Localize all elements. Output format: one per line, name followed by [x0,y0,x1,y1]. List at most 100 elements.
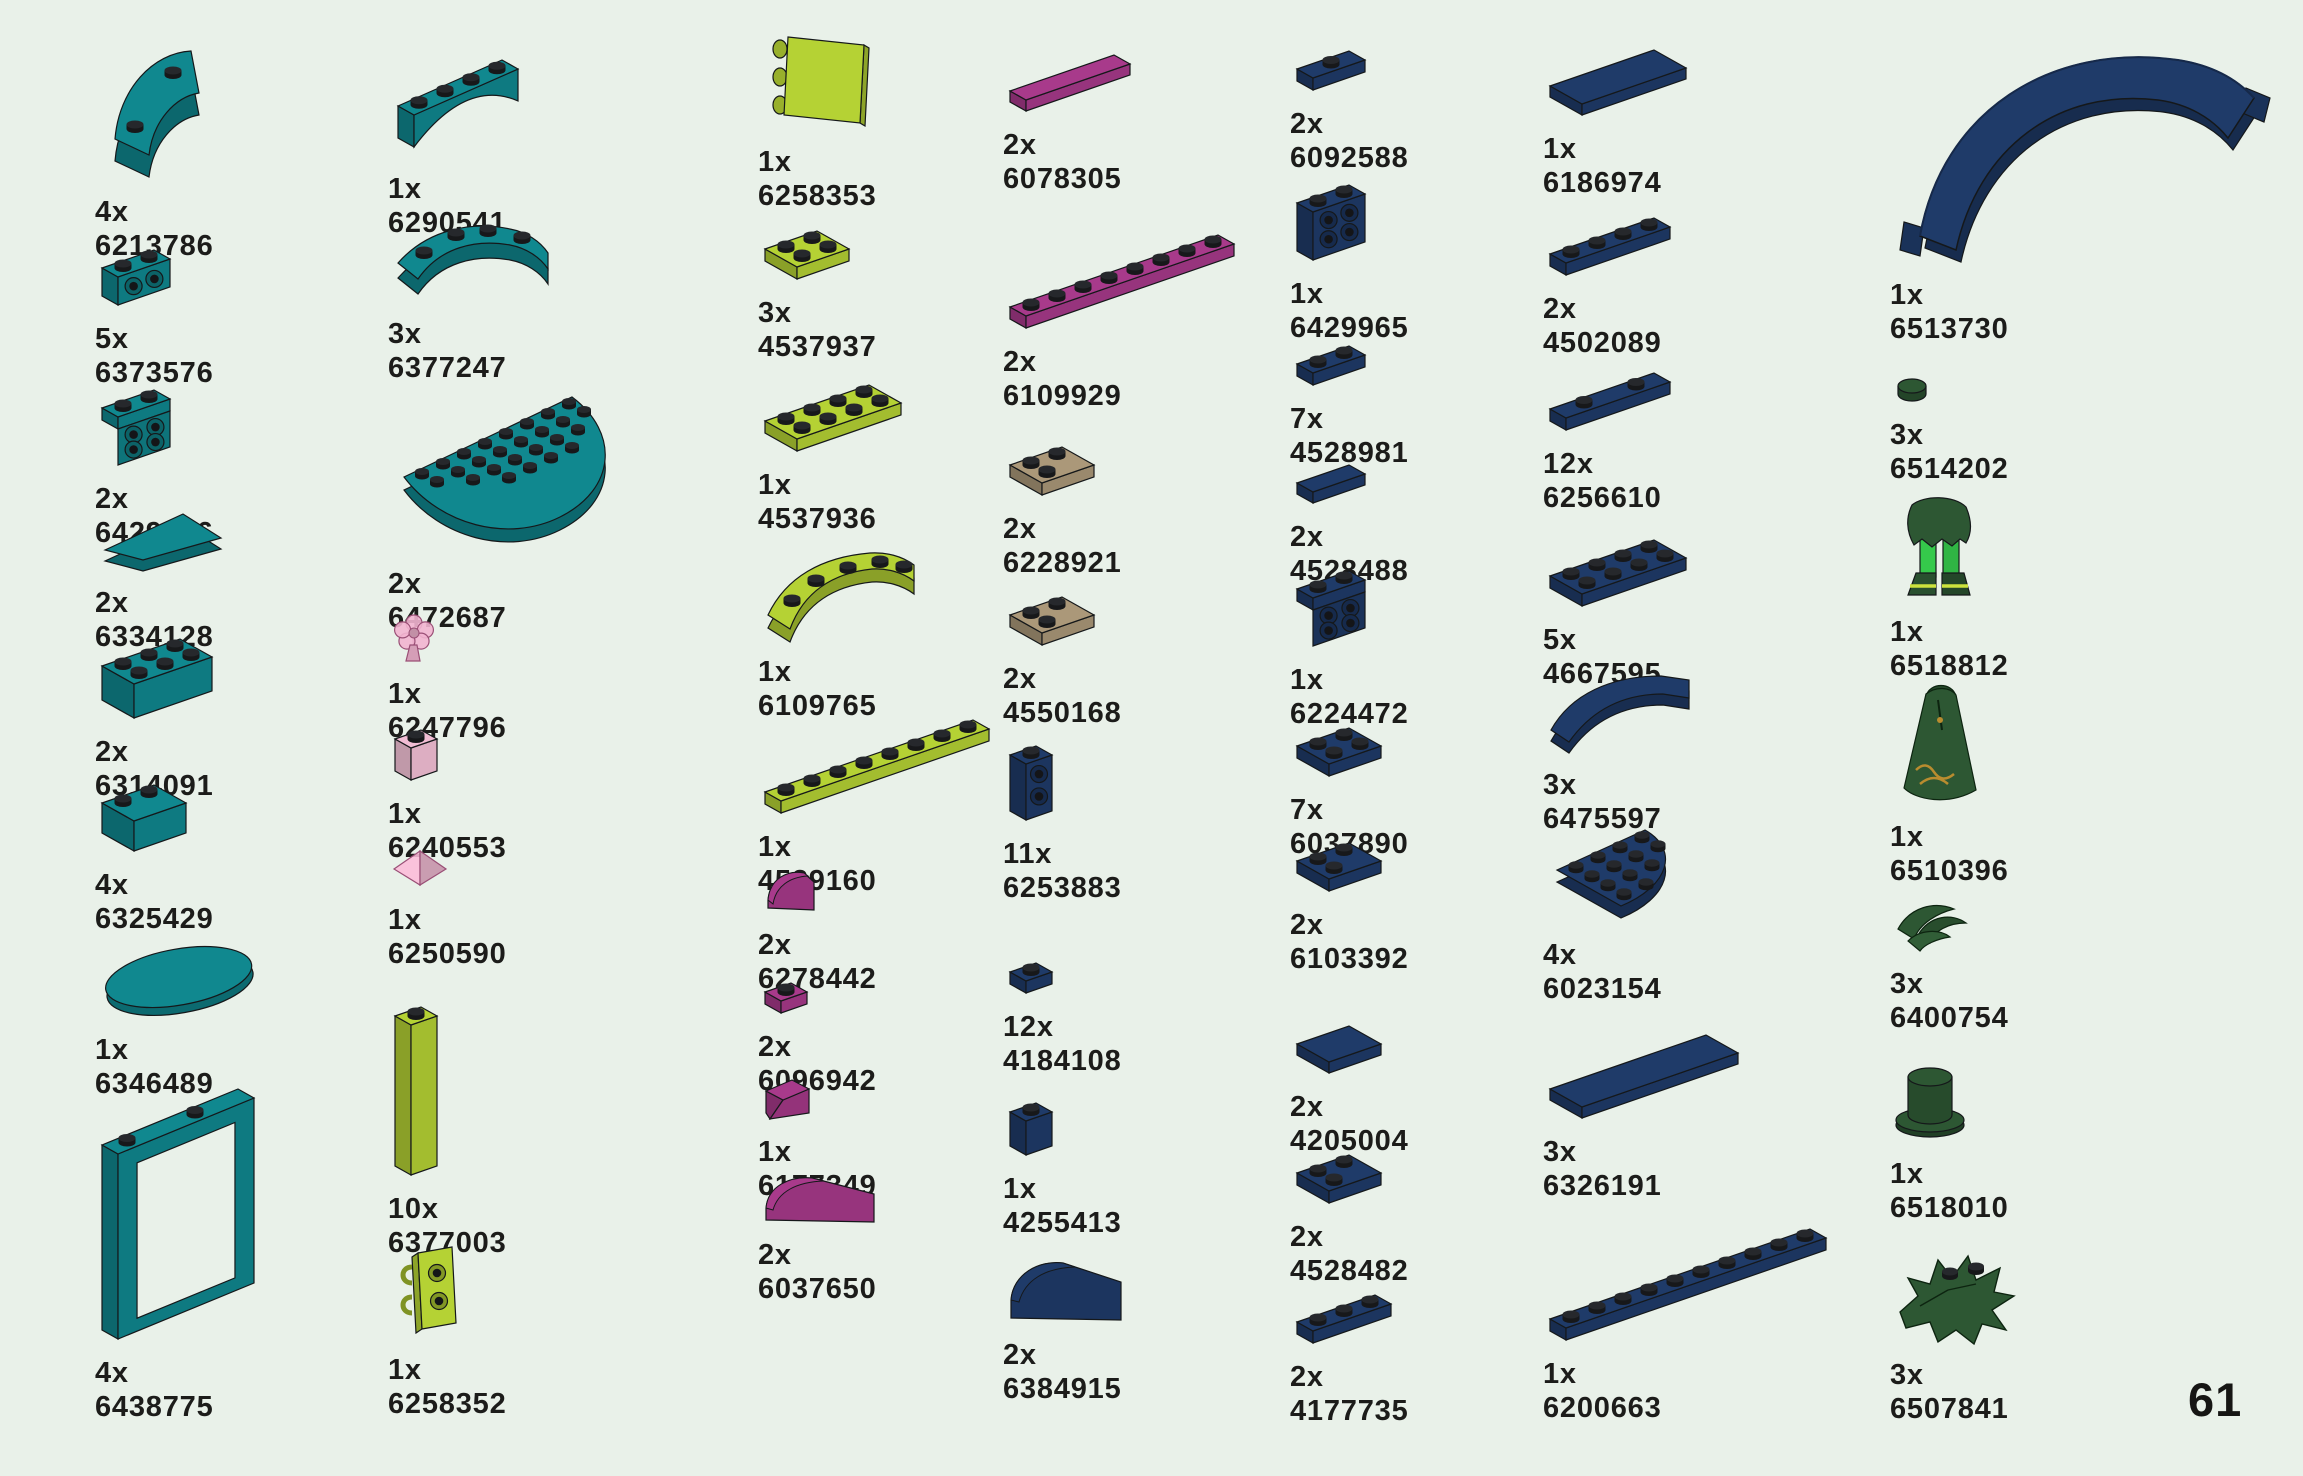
part-qty: 2x [1003,129,1037,161]
part-label: 3x 6514202 [1890,418,2009,486]
part-number: 6037650 [758,1273,877,1305]
part-number: 4550168 [1003,697,1122,729]
part-label: 1x 6429965 [1290,277,1409,345]
part-image-tile-2x2 [1290,1010,1388,1080]
part-label: 4x 6325429 [95,868,214,936]
part-qty: 2x [95,483,129,515]
part-qty: 2x [1290,1091,1324,1123]
part-image-plate-2x2 [758,215,856,286]
part-image-tile-1x4 [1003,39,1137,118]
part-qty: 10x [388,1193,439,1225]
part-qty: 4x [95,196,129,228]
part-image-plate-2x2 [1290,712,1388,783]
part-number: 6518812 [1890,650,2009,682]
part-qty: 3x [388,318,422,350]
part-label: 2x 6109929 [1003,345,1122,413]
part-image-brick-2x3 [95,623,219,725]
part-number: 4502089 [1543,327,1662,359]
part-image-corner-plate [1003,431,1101,502]
part-label: 2x 6078305 [1003,128,1122,196]
part-image-jumper-plate-1x2 [1290,35,1372,97]
page-number: 61 [2188,1373,2243,1426]
part-image-curved-slope-2x1-large [1003,1246,1129,1328]
part-number: 6346489 [95,1068,214,1100]
part-qty: 3x [1890,968,1924,1000]
part-image-leaves-large [1890,1244,2022,1348]
part-qty: 1x [1890,821,1924,853]
part-label: 3x 6326191 [1543,1135,1662,1203]
part-qty: 1x [758,831,792,863]
part-number: 6103392 [1290,943,1409,975]
part-qty: 2x [1290,108,1324,140]
part-number: 6109929 [1003,380,1122,412]
part-image-plate-1x8 [1003,219,1241,335]
part-number: 6518010 [1890,1192,2009,1224]
part-image-door-frame [95,1073,261,1346]
part-label: 1x 6258353 [758,145,877,213]
part-label: 11x 6253883 [1003,837,1122,905]
part-image-macaroni-brick [95,35,225,185]
part-number: 6200663 [1543,1392,1662,1424]
part-image-plate-1x2 [1290,330,1372,392]
part-image-bracket-1x2 [95,234,177,312]
part-number: 6326191 [1543,1170,1662,1202]
part-qty: 3x [1543,769,1577,801]
part-qty: 1x [388,904,422,936]
part-label: 2x 6384915 [1003,1338,1122,1406]
part-label: 1x 6250590 [388,903,507,971]
part-label: 5x 4667595 [1543,623,1662,691]
part-qty: 2x [1543,293,1577,325]
part-qty: 2x [1290,1221,1324,1253]
part-label: 12x 6256610 [1543,447,1662,515]
part-qty: 1x [1003,1173,1037,1205]
part-image-flower [388,613,442,667]
part-qty: 2x [1290,521,1324,553]
part-number: 6373576 [95,357,214,389]
part-qty: 7x [1290,403,1324,435]
part-label: 1x 6240553 [388,797,507,865]
part-label: 2x 6092588 [1290,107,1409,175]
part-qty: 1x [1890,1158,1924,1190]
part-image-plate-1x8 [758,704,996,820]
part-label: 2x 4550168 [1003,662,1122,730]
part-label: 2x 4177735 [1290,1360,1409,1428]
part-qty: 1x [1543,133,1577,165]
part-number: 6510396 [1890,855,2009,887]
part-number: 6438775 [95,1391,214,1423]
part-number: 4205004 [1290,1125,1409,1157]
part-number: 6023154 [1543,973,1662,1005]
part-number: 4177735 [1290,1395,1409,1427]
part-image-tile-1x2 [1290,449,1372,510]
part-number: 6253883 [1003,872,1122,904]
part-label: 1x 6200663 [1543,1357,1662,1425]
part-image-corner-plate [1290,827,1388,898]
part-qty: 1x [1890,279,1924,311]
part-number: 4184108 [1003,1045,1122,1077]
part-qty: 3x [1890,1359,1924,1391]
part-image-tile-2x4 [1543,34,1693,122]
part-number: 6377247 [388,352,507,384]
part-image-plate-1x4 [1543,202,1677,282]
part-qty: 2x [95,736,129,768]
part-label: 2x 6103392 [1290,908,1409,976]
part-qty: 1x [758,1136,792,1168]
part-qty: 1x [758,656,792,688]
part-image-curved-tile-2x2 [1543,668,1703,758]
part-number: 6256610 [1543,482,1662,514]
part-qty: 1x [758,469,792,501]
part-qty: 1x [95,1034,129,1066]
part-qty: 1x [1543,1358,1577,1390]
part-qty: 3x [1543,1136,1577,1168]
part-image-brick-1x1 [1003,1087,1059,1162]
part-qty: 12x [1543,448,1594,480]
part-label: 2x 4528482 [1290,1220,1409,1288]
part-label: 1x 6513730 [1890,278,2009,346]
part-number: 6507841 [1890,1393,2009,1425]
part-number: 4255413 [1003,1207,1122,1239]
part-qty: 2x [1003,346,1037,378]
part-qty: 5x [95,323,129,355]
part-number: 6240553 [388,832,507,864]
part-image-oval-tile [95,935,265,1023]
part-label: 12x 4184108 [1003,1010,1122,1078]
